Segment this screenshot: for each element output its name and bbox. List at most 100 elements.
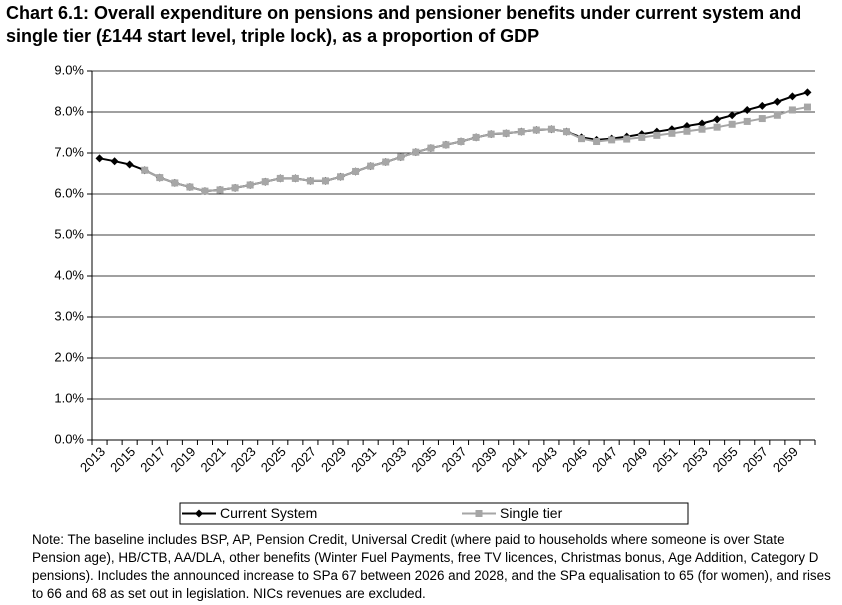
data-point bbox=[306, 177, 314, 185]
data-point bbox=[683, 127, 691, 135]
data-point bbox=[487, 130, 495, 138]
data-point bbox=[125, 160, 134, 169]
data-point bbox=[713, 123, 721, 131]
y-tick-label: 6.0% bbox=[54, 185, 84, 200]
x-tick-label: 2043 bbox=[529, 444, 560, 475]
x-tick-label: 2021 bbox=[198, 444, 229, 475]
x-tick-label: 2059 bbox=[770, 444, 801, 475]
y-tick-label: 4.0% bbox=[54, 267, 84, 282]
y-tick-label: 8.0% bbox=[54, 103, 84, 118]
data-point bbox=[427, 144, 435, 152]
series-line bbox=[99, 91, 808, 193]
data-point bbox=[156, 174, 164, 182]
data-point bbox=[201, 187, 209, 195]
x-tick-label: 2045 bbox=[559, 444, 590, 475]
data-point bbox=[216, 186, 224, 194]
x-tick-label: 2049 bbox=[619, 444, 650, 475]
data-point bbox=[412, 148, 420, 156]
data-point bbox=[457, 138, 465, 146]
x-tick-label: 2055 bbox=[710, 444, 741, 475]
x-tick-label: 2047 bbox=[589, 444, 620, 475]
data-point bbox=[638, 133, 646, 141]
data-point bbox=[95, 154, 104, 163]
legend-box bbox=[179, 502, 689, 525]
x-tick-label: 2013 bbox=[77, 444, 108, 475]
y-tick-label: 2.0% bbox=[54, 349, 84, 364]
legend-label: Single tier bbox=[500, 505, 563, 521]
legend-marker bbox=[475, 510, 483, 517]
data-point bbox=[382, 158, 390, 166]
data-point bbox=[608, 136, 616, 144]
x-tick-label: 2051 bbox=[649, 444, 680, 475]
data-point bbox=[547, 125, 555, 133]
y-tick-label: 0.0% bbox=[54, 431, 84, 446]
data-point bbox=[698, 119, 707, 128]
data-point bbox=[562, 128, 570, 136]
data-point bbox=[728, 120, 736, 128]
data-point bbox=[713, 115, 722, 124]
data-point bbox=[668, 129, 676, 137]
data-point bbox=[758, 101, 767, 110]
legend-marker bbox=[195, 509, 203, 518]
x-tick-label: 2031 bbox=[348, 444, 379, 475]
chart-title: Chart 6.1: Overall expenditure on pensio… bbox=[6, 3, 802, 46]
data-point bbox=[698, 125, 706, 133]
data-point bbox=[532, 126, 540, 134]
x-tick-label: 2041 bbox=[499, 444, 530, 475]
data-point bbox=[397, 153, 405, 161]
x-tick-label: 2037 bbox=[439, 444, 470, 475]
data-point bbox=[231, 184, 239, 192]
data-point bbox=[623, 135, 631, 143]
data-point bbox=[653, 131, 661, 139]
data-point bbox=[517, 128, 525, 136]
data-point bbox=[773, 97, 782, 106]
data-point bbox=[758, 115, 766, 123]
data-point bbox=[367, 162, 375, 170]
y-tick-label: 1.0% bbox=[54, 390, 84, 405]
data-point bbox=[593, 138, 601, 146]
y-tick-label: 7.0% bbox=[54, 144, 84, 159]
data-point bbox=[261, 178, 269, 186]
y-tick-label: 9.0% bbox=[54, 62, 84, 77]
data-point bbox=[803, 103, 811, 111]
data-point bbox=[321, 177, 329, 185]
data-point bbox=[743, 117, 751, 125]
y-tick-label: 3.0% bbox=[54, 308, 84, 323]
data-point bbox=[728, 111, 737, 120]
x-tick-label: 2019 bbox=[167, 444, 198, 475]
legend-label: Current System bbox=[220, 505, 317, 521]
data-point bbox=[442, 141, 450, 149]
x-tick-label: 2023 bbox=[228, 444, 259, 475]
x-tick-label: 2033 bbox=[378, 444, 409, 475]
data-point bbox=[788, 106, 796, 114]
data-point bbox=[171, 179, 179, 187]
x-tick-label: 2035 bbox=[408, 444, 439, 475]
data-point bbox=[276, 174, 284, 182]
x-tick-label: 2057 bbox=[740, 444, 771, 475]
data-point bbox=[352, 167, 360, 175]
data-point bbox=[773, 111, 781, 119]
data-point bbox=[110, 157, 119, 166]
data-point bbox=[291, 174, 299, 182]
x-tick-label: 2027 bbox=[288, 444, 319, 475]
data-point bbox=[141, 166, 149, 174]
x-tick-label: 2015 bbox=[107, 444, 138, 475]
data-point bbox=[186, 183, 194, 191]
data-point bbox=[743, 105, 752, 114]
x-tick-label: 2017 bbox=[137, 444, 168, 475]
x-tick-label: 2039 bbox=[469, 444, 500, 475]
series-line bbox=[144, 106, 808, 193]
x-tick-label: 2029 bbox=[318, 444, 349, 475]
data-point bbox=[788, 92, 797, 101]
data-point bbox=[337, 173, 345, 181]
data-point bbox=[803, 88, 812, 97]
note: Note: The baseline includes BSP, AP, Pen… bbox=[32, 532, 831, 601]
data-point bbox=[246, 181, 254, 189]
data-point bbox=[472, 133, 480, 141]
x-tick-label: 2053 bbox=[680, 444, 711, 475]
data-point bbox=[578, 135, 586, 143]
data-point bbox=[502, 129, 510, 137]
x-tick-label: 2025 bbox=[258, 444, 289, 475]
